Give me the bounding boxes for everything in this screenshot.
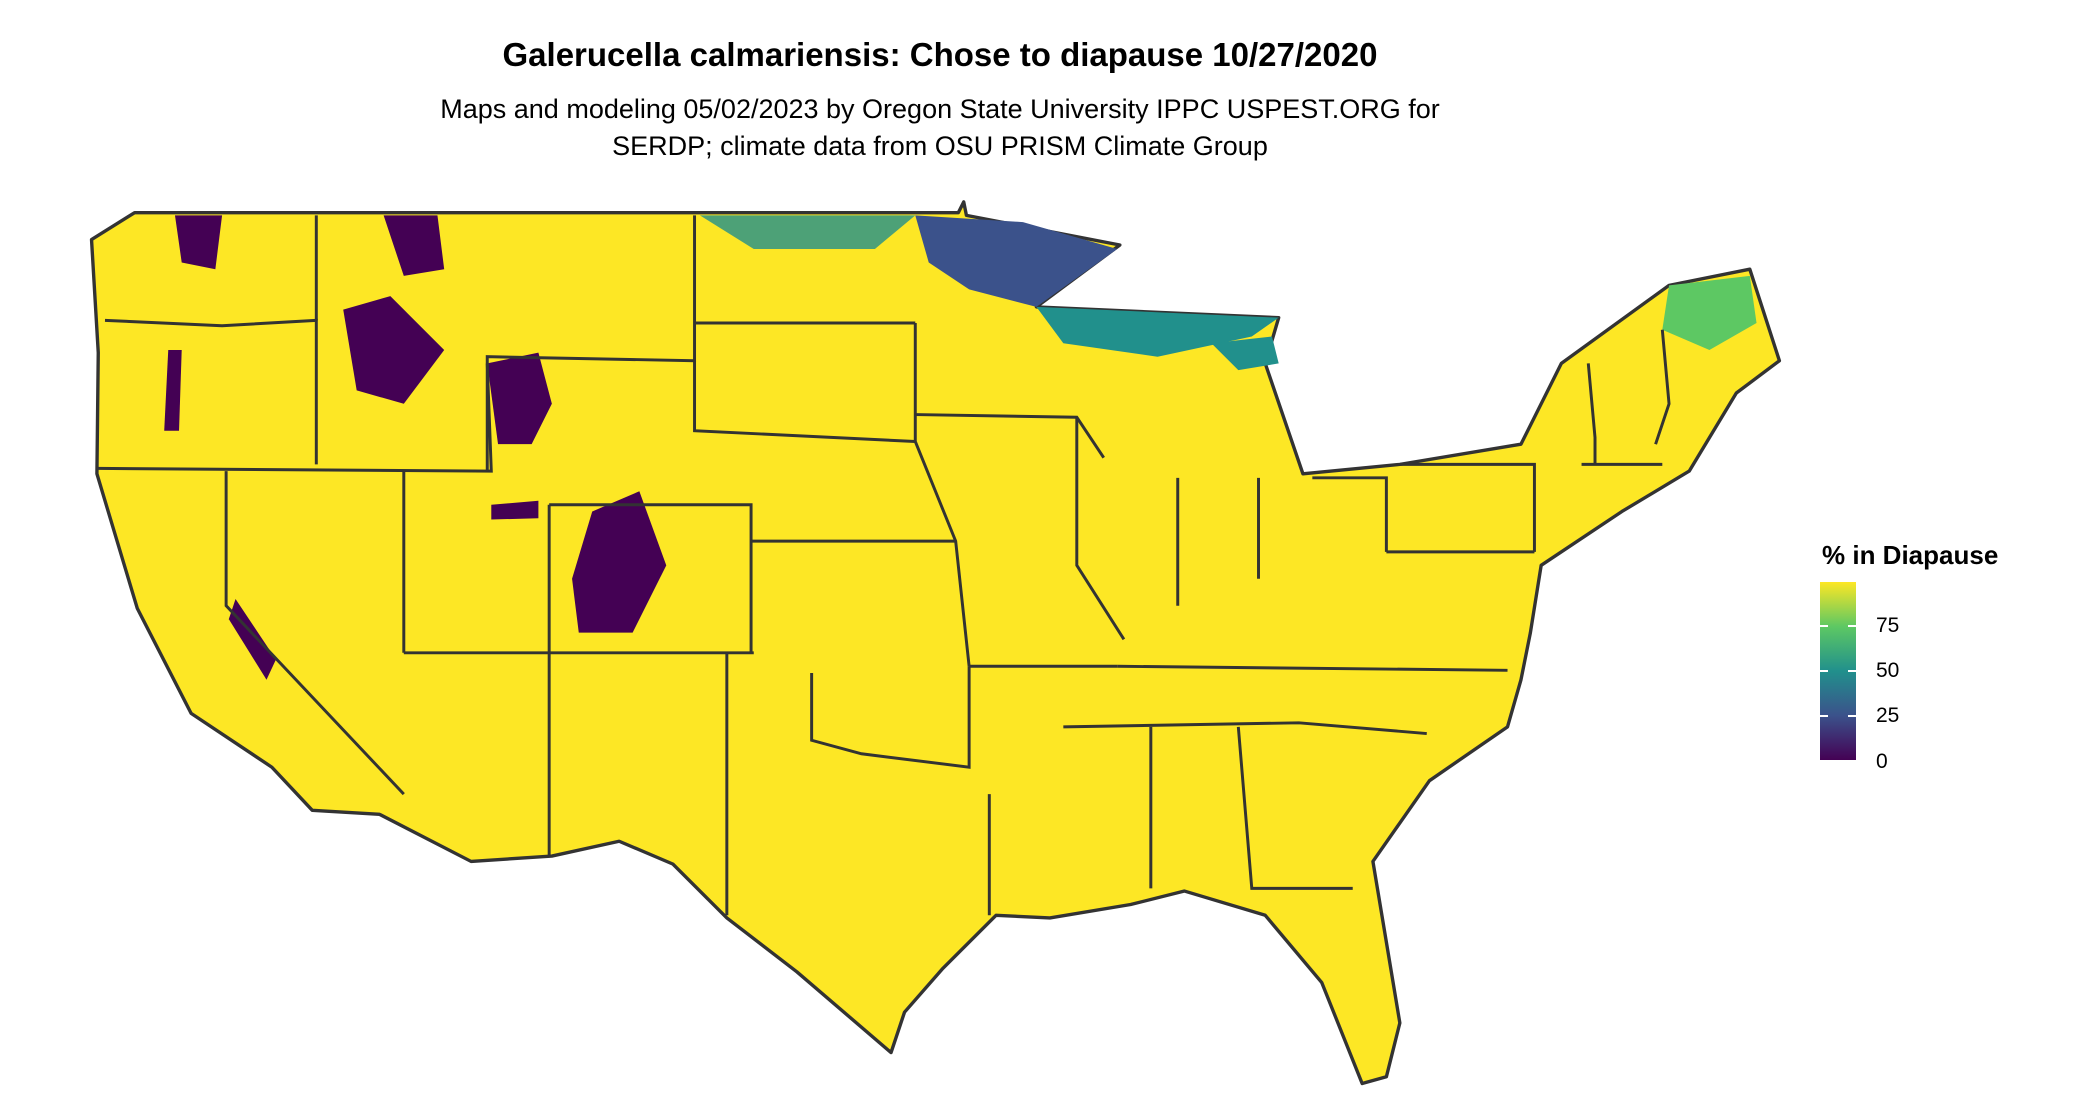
legend-tick-50: 50: [1876, 659, 1900, 682]
legend-tick-mark-25: [1820, 715, 1856, 717]
map-title: Galerucella calmariensis: Chose to diapa…: [502, 36, 1378, 73]
state-boundaries: [96, 215, 1671, 916]
map-subtitle-line-1: Maps and modeling 05/02/2023 by Oregon S…: [440, 94, 1440, 124]
intermediate-diapause-areas: [699, 215, 1757, 371]
legend-tick-mark-75: [1820, 625, 1856, 627]
us-outline: [89, 200, 1782, 1086]
legend-tick-75: 75: [1876, 614, 1900, 637]
legend-tick-mark-50: [1820, 670, 1856, 672]
legend-title: % in Diapause: [1822, 540, 1999, 570]
legend-tick-0: 0: [1876, 750, 1888, 773]
legend-tick-25: 25: [1876, 704, 1900, 727]
map-subtitle-line-2: SERDP; climate data from OSU PRISM Clima…: [612, 131, 1268, 161]
